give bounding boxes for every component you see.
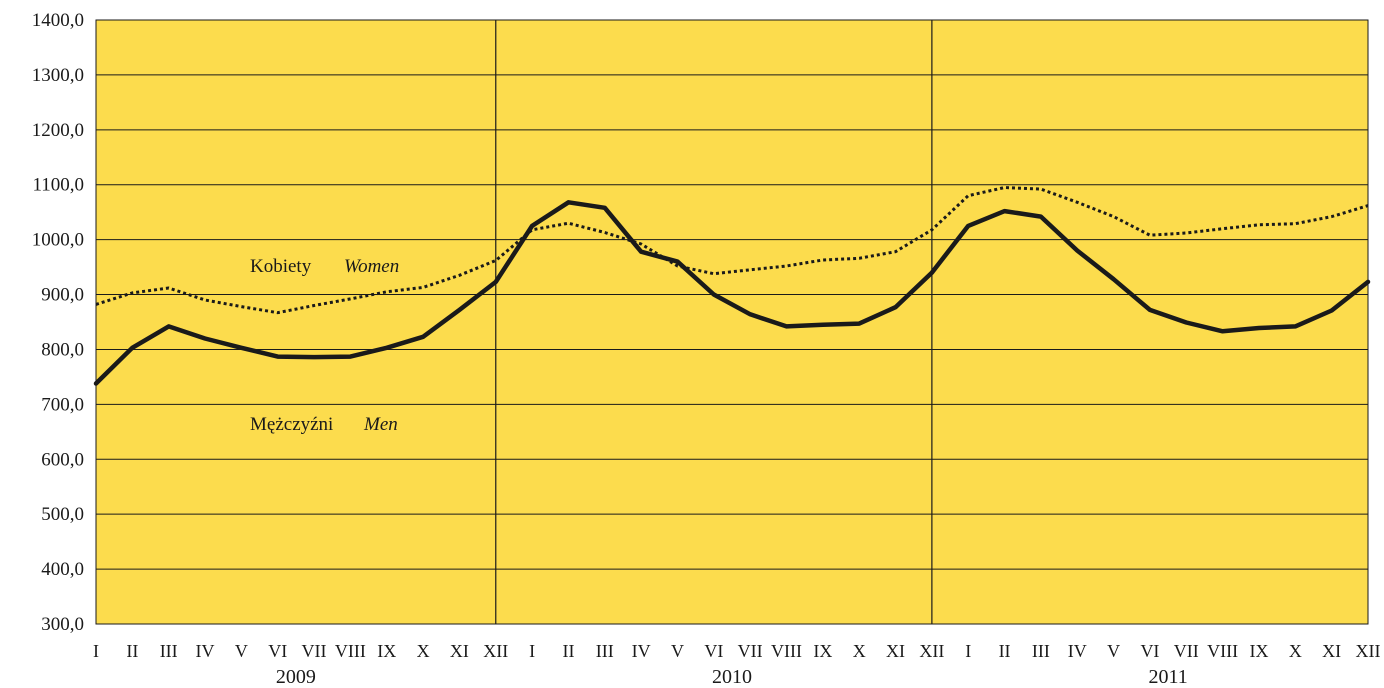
x-tick-label: VII bbox=[302, 641, 327, 661]
y-tick-label: 1400,0 bbox=[32, 10, 84, 31]
y-tick-label: 1000,0 bbox=[32, 230, 84, 251]
series-line-women bbox=[95, 186, 1369, 315]
series-label-women-pl: Kobiety bbox=[250, 256, 312, 277]
x-tick-label: IX bbox=[1249, 641, 1268, 661]
x-tick-label: X bbox=[417, 641, 430, 661]
x-axis-tick-labels: I II III IV V VI VII VIII IX X XI XII I II III IV V VI VII… bbox=[93, 641, 1381, 661]
x-tick-label: IX bbox=[377, 641, 396, 661]
x-tick-label: XII bbox=[483, 641, 508, 661]
x-tick-label: VII bbox=[1174, 641, 1199, 661]
series-line-men bbox=[93, 200, 1371, 386]
x-tick-label: IV bbox=[632, 641, 651, 661]
plot-area bbox=[96, 20, 1368, 624]
x-tick-label: V bbox=[671, 641, 684, 661]
series-label-men-pl: Mężczyźni bbox=[250, 414, 333, 435]
y-tick-label: 1100,0 bbox=[32, 175, 84, 196]
series-layer bbox=[93, 186, 1371, 386]
year-label: 2009 bbox=[276, 666, 316, 688]
x-tick-label: VI bbox=[704, 641, 723, 661]
x-tick-label: VI bbox=[1140, 641, 1159, 661]
y-tick-label: 700,0 bbox=[41, 394, 84, 415]
y-tick-label: 1300,0 bbox=[32, 65, 84, 86]
y-tick-label: 600,0 bbox=[41, 449, 84, 470]
plot-border bbox=[95, 19, 1369, 625]
year-labels: 2009 2010 2011 bbox=[276, 666, 1188, 688]
series-label-women-en: Women bbox=[344, 256, 399, 277]
x-tick-label: XI bbox=[1322, 641, 1341, 661]
y-axis-tick-labels: 300,0 400,0 500,0 600,0 700,0 800,0 900,0 1000,… bbox=[32, 10, 84, 635]
x-tick-label: X bbox=[1289, 641, 1302, 661]
y-tick-label: 800,0 bbox=[41, 339, 84, 360]
year-dividers bbox=[495, 20, 933, 624]
x-tick-label: I bbox=[965, 641, 971, 661]
x-tick-label: VI bbox=[268, 641, 287, 661]
x-tick-label: XII bbox=[919, 641, 944, 661]
y-tick-label: 900,0 bbox=[41, 285, 84, 306]
y-tick-label: 500,0 bbox=[41, 504, 84, 525]
year-label: 2010 bbox=[712, 666, 752, 688]
x-tick-label: I bbox=[529, 641, 535, 661]
x-tick-label: II bbox=[999, 641, 1011, 661]
y-tick-label: 400,0 bbox=[41, 559, 84, 580]
x-tick-label: VIII bbox=[1207, 641, 1238, 661]
x-tick-label: VIII bbox=[771, 641, 802, 661]
y-tick-label: 300,0 bbox=[41, 614, 84, 635]
series-label-men-en: Men bbox=[363, 414, 398, 435]
x-tick-label: III bbox=[596, 641, 614, 661]
year-label: 2011 bbox=[1148, 666, 1187, 688]
x-tick-label: I bbox=[93, 641, 99, 661]
x-tick-label: VIII bbox=[335, 641, 366, 661]
x-tick-label: XI bbox=[450, 641, 469, 661]
x-tick-label: IX bbox=[813, 641, 832, 661]
x-tick-label: III bbox=[160, 641, 178, 661]
x-tick-label: XI bbox=[886, 641, 905, 661]
x-tick-label: XII bbox=[1356, 641, 1381, 661]
y-tick-label: 1200,0 bbox=[32, 120, 84, 141]
x-tick-label: IV bbox=[196, 641, 215, 661]
x-tick-label: V bbox=[235, 641, 248, 661]
x-tick-label: III bbox=[1032, 641, 1050, 661]
x-tick-label: II bbox=[562, 641, 574, 661]
x-tick-label: II bbox=[126, 641, 138, 661]
x-tick-label: IV bbox=[1068, 641, 1087, 661]
x-tick-label: V bbox=[1107, 641, 1120, 661]
x-tick-label: X bbox=[853, 641, 866, 661]
x-tick-label: VII bbox=[738, 641, 763, 661]
